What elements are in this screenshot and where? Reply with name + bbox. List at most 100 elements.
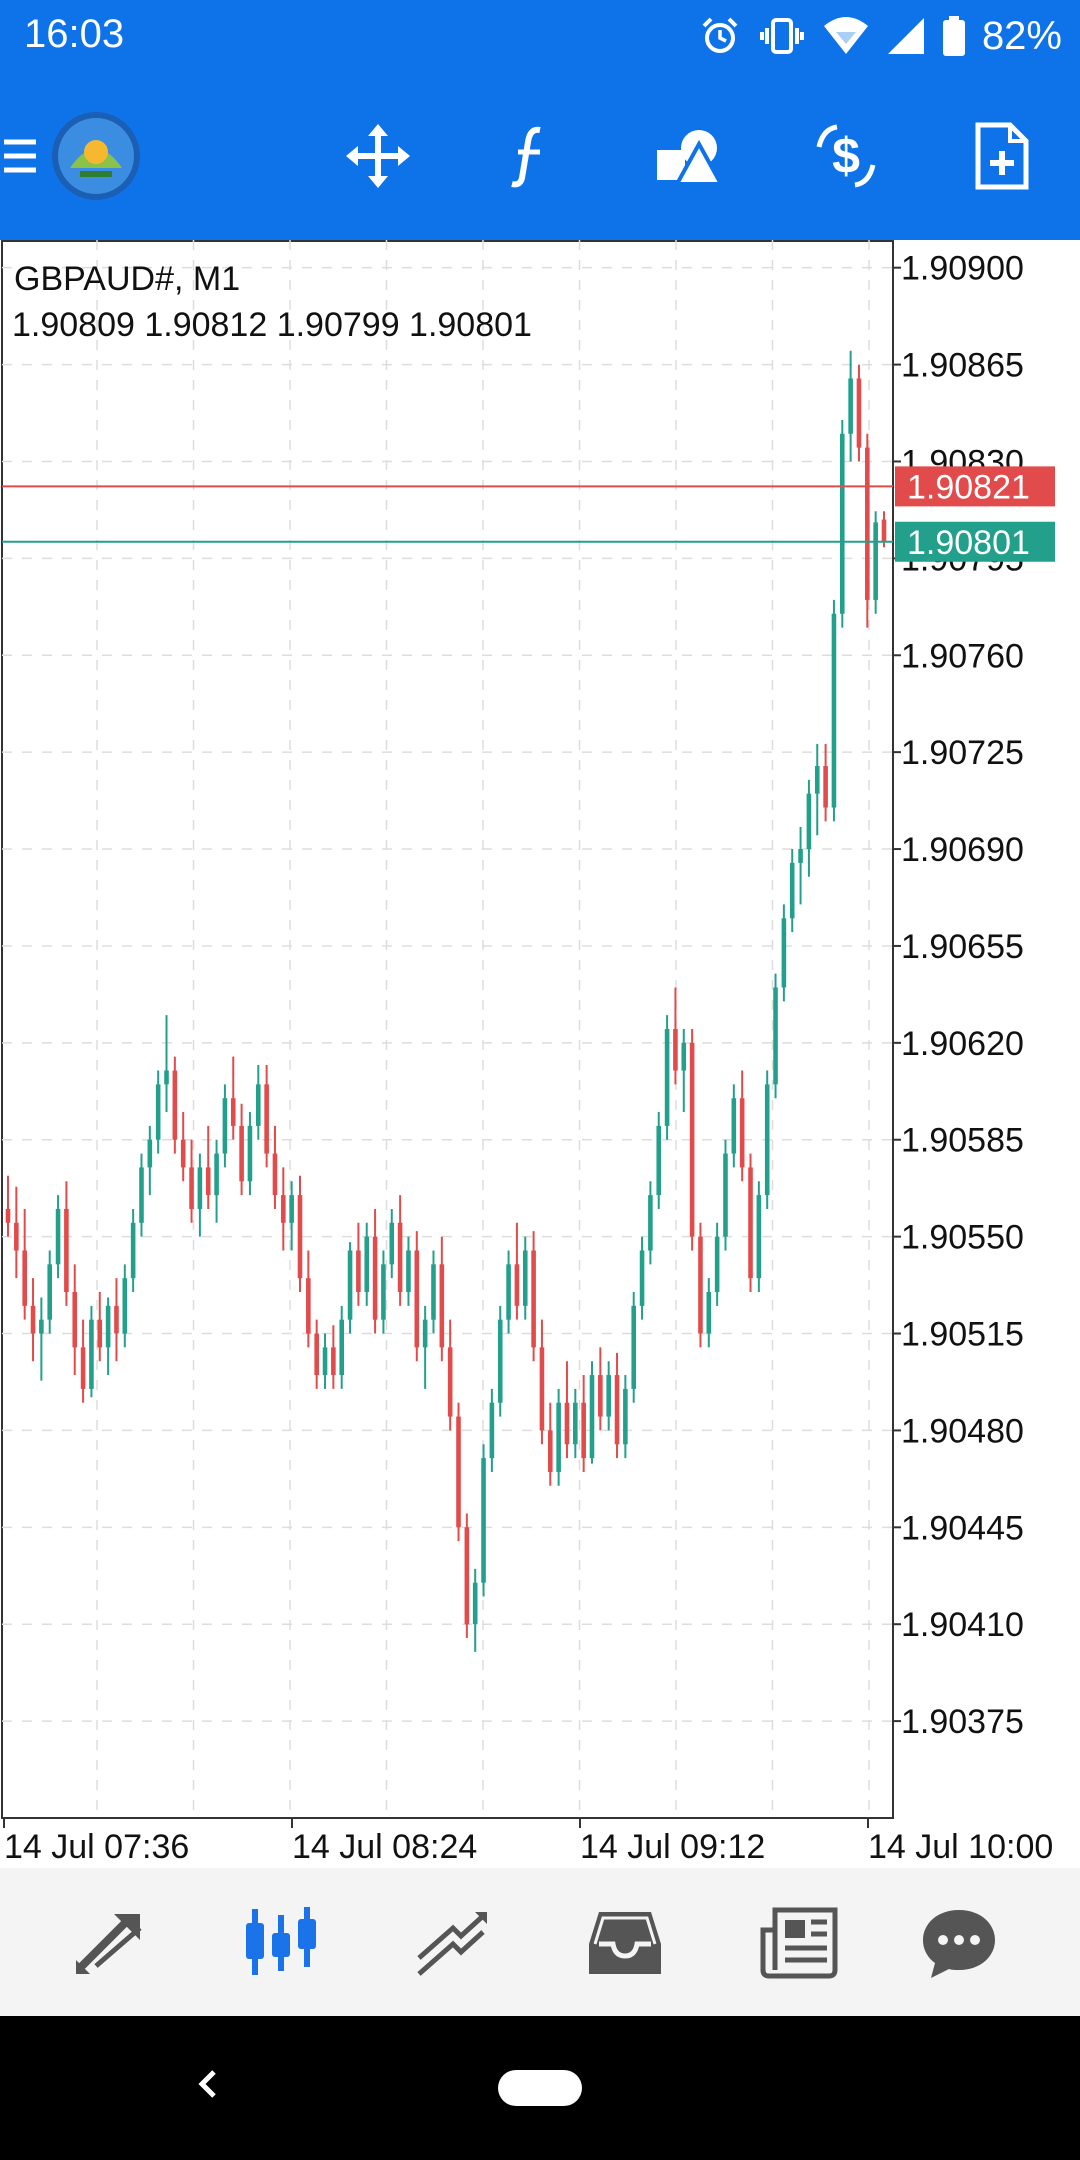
y-tick-label: 1.90865	[901, 347, 1024, 385]
battery-icon	[942, 16, 965, 56]
candle-body	[714, 1236, 720, 1292]
system-navigation-bar	[0, 2016, 1080, 2160]
candle-body	[773, 987, 778, 1085]
candle-body	[681, 1042, 687, 1071]
chat-icon[interactable]	[914, 1898, 1004, 1988]
candle-body	[756, 1195, 762, 1279]
candle-body	[798, 849, 803, 863]
candle-body	[539, 1347, 545, 1431]
candle-body	[364, 1236, 370, 1292]
candle-body	[823, 766, 828, 808]
candle-body	[72, 1292, 78, 1348]
candle-body	[322, 1347, 328, 1376]
candle-body	[472, 1582, 478, 1625]
candle-body	[873, 522, 878, 600]
bid-price-badge	[895, 521, 1055, 562]
chart-canvas[interactable]: 1.909001.908651.908301.907951.907601.907…	[0, 240, 1080, 1868]
candle-body	[89, 1319, 94, 1389]
candle-body	[764, 1084, 770, 1196]
app-logo[interactable]	[50, 110, 142, 202]
candle-body	[664, 1029, 670, 1126]
menu-icon[interactable]	[0, 114, 40, 198]
price-chart[interactable]: 1.909001.908651.908301.907951.907601.907…	[0, 240, 1080, 1868]
candle-body	[881, 519, 887, 542]
candle-body	[247, 1125, 253, 1182]
candle-body	[497, 1319, 503, 1403]
candle-body	[389, 1222, 395, 1265]
x-tick-label: 14 Jul 08:24	[292, 1828, 477, 1866]
candle-body	[281, 1195, 286, 1223]
candle-body	[272, 1153, 278, 1196]
objects-icon[interactable]	[648, 114, 732, 198]
candle-body	[589, 1375, 595, 1459]
y-tick-label: 1.90655	[901, 928, 1024, 966]
new-order-icon[interactable]	[960, 114, 1044, 198]
candle-body	[214, 1153, 219, 1196]
candle-body	[648, 1195, 653, 1251]
candle-body	[839, 433, 845, 614]
candle-body	[114, 1305, 119, 1334]
y-tick-label: 1.90725	[901, 734, 1024, 772]
chart-icon[interactable]	[236, 1898, 326, 1988]
y-tick-label: 1.90620	[901, 1025, 1024, 1063]
candle-body	[731, 1098, 737, 1154]
status-bar: 16:03 82%	[0, 0, 1080, 72]
y-tick-label: 1.90550	[901, 1219, 1024, 1257]
signal-icon	[887, 18, 924, 54]
home-pill[interactable]	[498, 2070, 582, 2106]
candle-body	[222, 1098, 228, 1154]
candle-body	[239, 1125, 244, 1182]
candle-body	[105, 1305, 111, 1348]
candle-body	[865, 447, 870, 600]
candle-body	[164, 1070, 169, 1085]
y-tick-label: 1.90445	[901, 1509, 1024, 1547]
quotes-icon[interactable]	[65, 1898, 155, 1988]
candle-body	[356, 1250, 361, 1292]
candle-body	[55, 1208, 61, 1265]
candle-body	[506, 1264, 511, 1320]
candle-body	[14, 1222, 19, 1251]
x-tick-label: 14 Jul 10:00	[868, 1828, 1053, 1866]
candle-body	[189, 1167, 194, 1209]
candle-body	[631, 1305, 637, 1389]
candle-body	[39, 1319, 44, 1334]
candle-body	[489, 1402, 495, 1459]
symbol-change-icon[interactable]: $	[804, 114, 888, 198]
candle-body	[22, 1250, 27, 1306]
candle-body	[698, 1236, 703, 1334]
x-tick-label: 14 Jul 09:12	[580, 1828, 765, 1866]
candle-body	[856, 378, 862, 448]
candle-body	[814, 766, 820, 794]
candle-body	[397, 1222, 403, 1292]
candle-body	[806, 793, 812, 850]
candle-body	[581, 1402, 586, 1459]
crosshair-icon[interactable]	[336, 114, 420, 198]
candle-body	[781, 918, 787, 988]
ask-price-label: 1.90821	[907, 468, 1030, 506]
candle-body	[347, 1250, 353, 1320]
candle-body	[464, 1527, 470, 1625]
candle-body	[339, 1319, 345, 1376]
candle-body	[197, 1167, 203, 1209]
candle-body	[848, 378, 853, 434]
y-tick-label: 1.90480	[901, 1412, 1024, 1450]
chart-symbol: GBPAUD#, M1	[14, 260, 241, 298]
history-icon[interactable]	[580, 1898, 670, 1988]
news-icon[interactable]	[754, 1898, 844, 1988]
candle-body	[297, 1195, 303, 1279]
candle-body	[414, 1250, 420, 1348]
candle-body	[180, 1139, 186, 1168]
y-tick-label: 1.90760	[901, 637, 1024, 675]
candle-body	[314, 1333, 319, 1376]
y-tick-label: 1.90690	[901, 831, 1024, 869]
candle-body	[172, 1070, 178, 1140]
indicators-icon[interactable]	[490, 114, 574, 198]
battery-percent: 82%	[981, 13, 1062, 58]
candle-body	[97, 1319, 103, 1348]
back-icon[interactable]	[190, 2056, 226, 2112]
candle-body	[372, 1236, 378, 1320]
candle-body	[447, 1347, 453, 1417]
candle-body	[606, 1375, 611, 1417]
trade-icon[interactable]	[408, 1898, 498, 1988]
candle-body	[614, 1375, 620, 1445]
